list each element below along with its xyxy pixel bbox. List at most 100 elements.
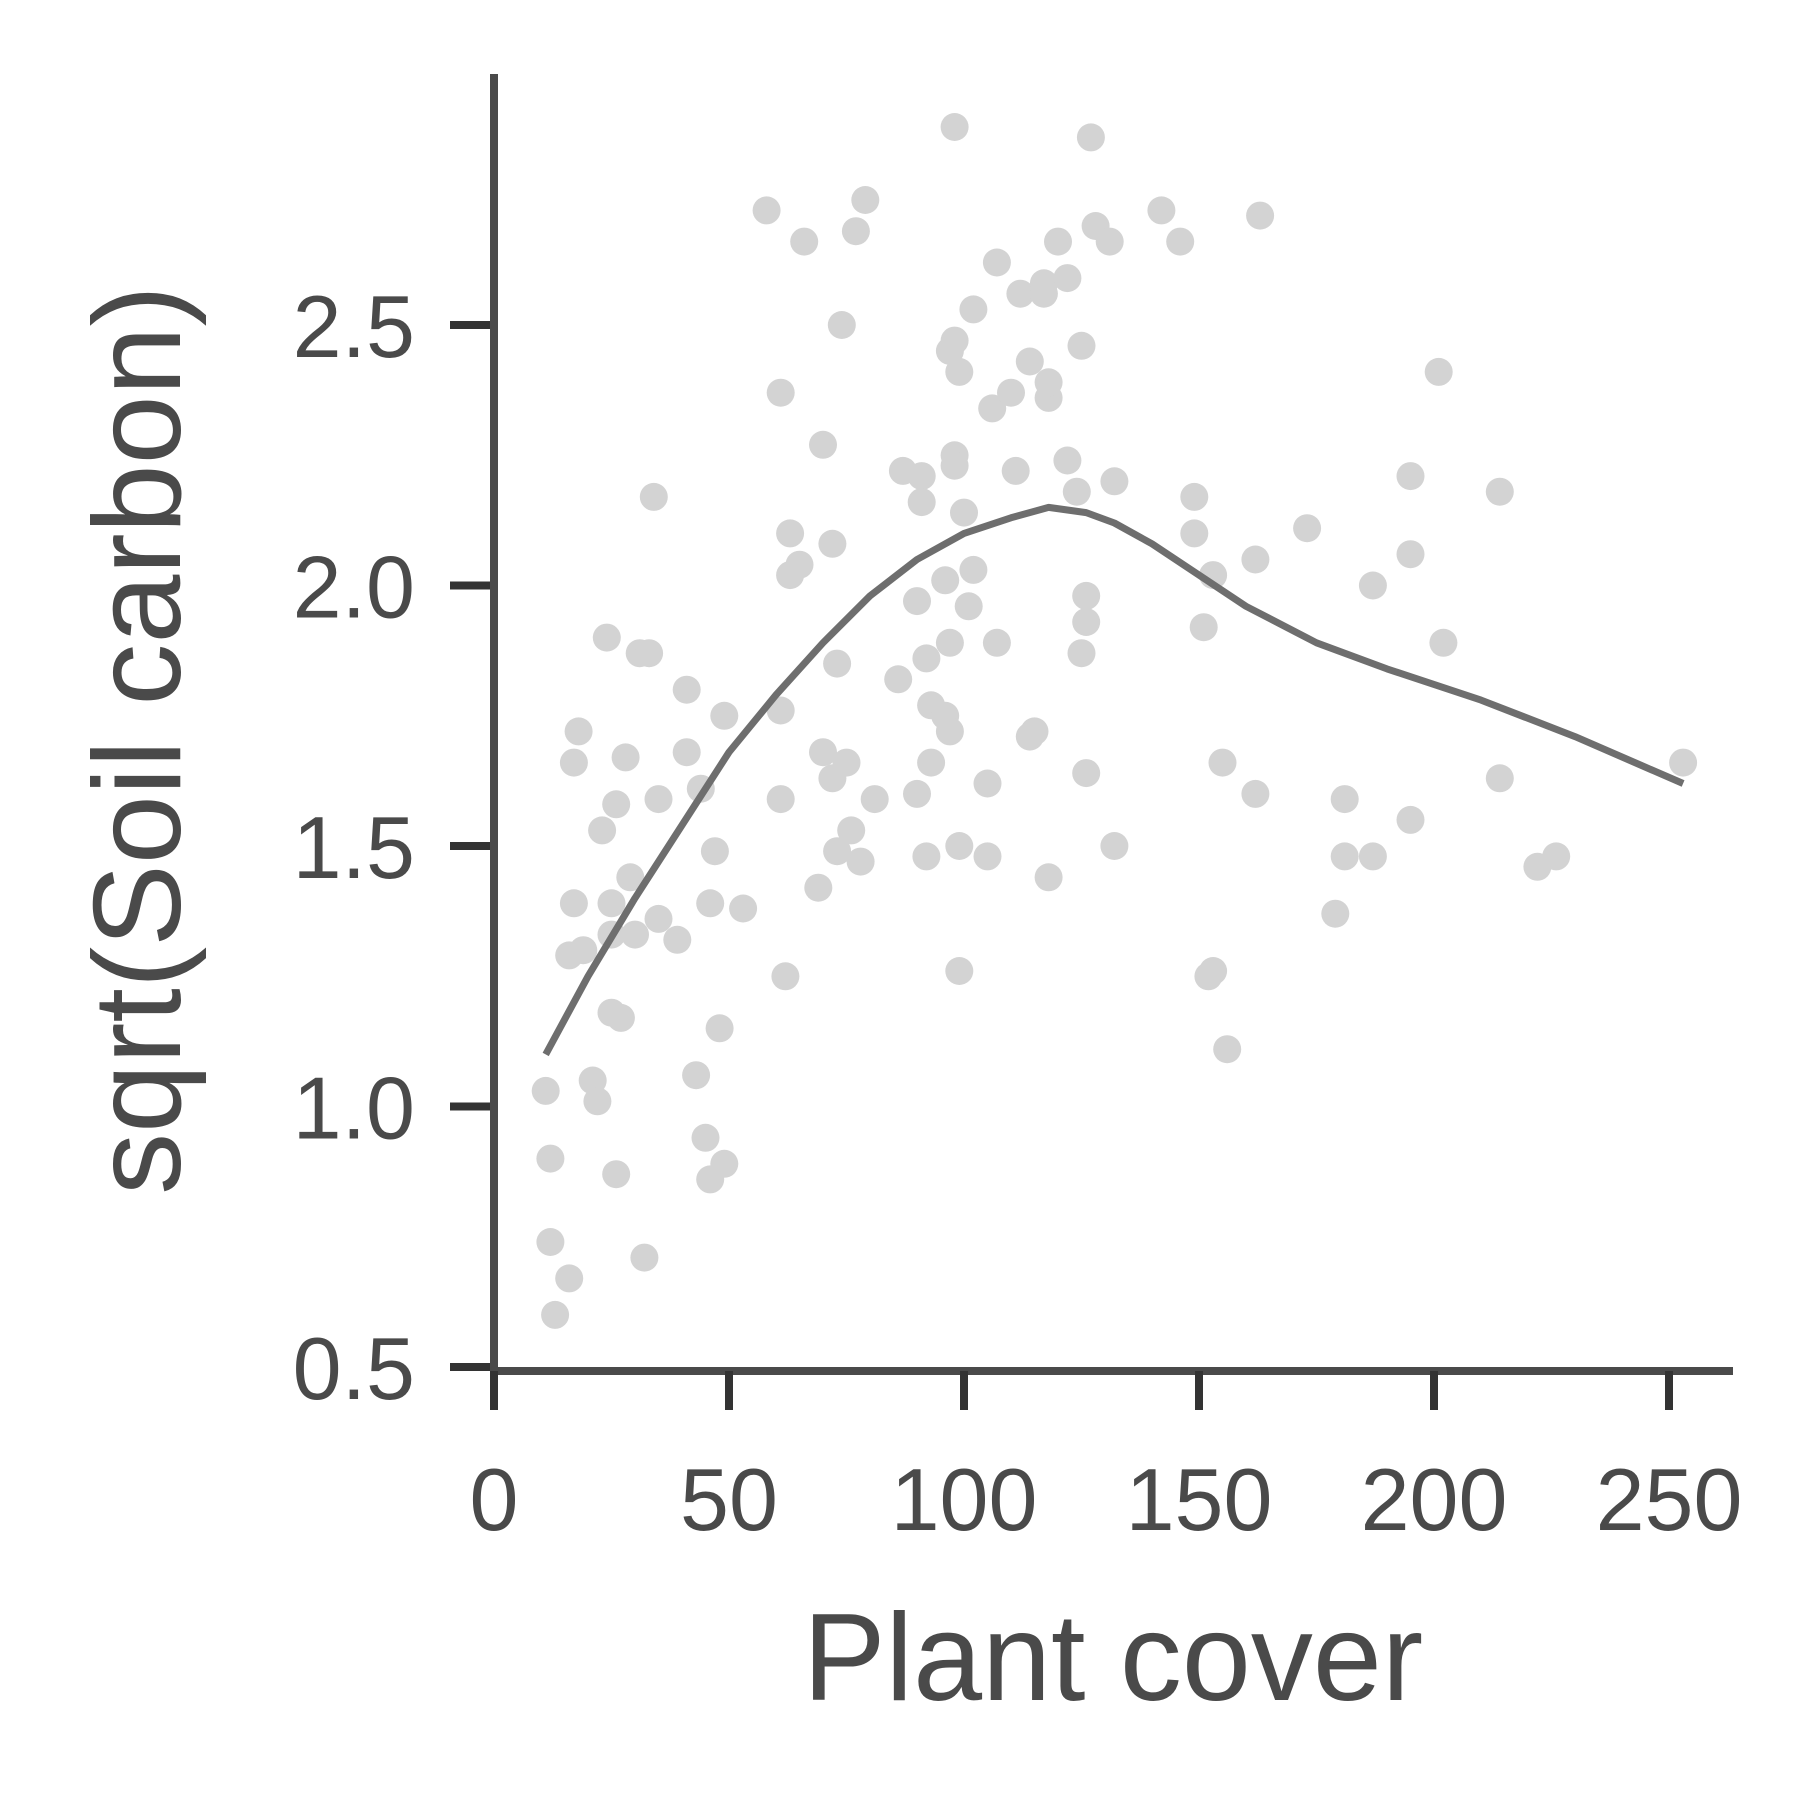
data-point-41 — [729, 894, 758, 923]
data-point-78 — [935, 628, 964, 657]
data-point-123 — [1180, 482, 1209, 511]
data-point-74 — [917, 748, 946, 777]
data-point-128 — [1199, 957, 1228, 985]
data-point-0 — [531, 1076, 560, 1105]
data-point-93 — [973, 842, 1002, 871]
y-tick-label-2.5: 2.5 — [293, 277, 415, 376]
data-point-141 — [1396, 805, 1425, 834]
data-point-68 — [907, 462, 936, 491]
data-point-70 — [907, 488, 936, 517]
data-point-30 — [672, 738, 701, 767]
data-point-83 — [940, 451, 969, 480]
data-point-12 — [583, 1087, 612, 1116]
data-point-28 — [644, 785, 673, 814]
data-point-57 — [823, 837, 852, 866]
data-point-88 — [954, 592, 983, 621]
x-tick-label-150: 150 — [1126, 1450, 1273, 1549]
data-point-109 — [1053, 264, 1082, 293]
data-point-85 — [945, 832, 974, 860]
data-point-110 — [1062, 477, 1091, 506]
data-point-9 — [569, 936, 598, 965]
data-point-36 — [696, 889, 725, 918]
data-point-72 — [912, 842, 941, 871]
data-point-24 — [630, 1243, 659, 1272]
data-point-59 — [832, 748, 861, 777]
data-point-94 — [982, 628, 1011, 657]
data-point-25 — [635, 639, 664, 668]
data-point-43 — [766, 378, 795, 407]
x-tick-label-100: 100 — [891, 1450, 1038, 1549]
data-point-101 — [1020, 717, 1049, 746]
data-point-22 — [621, 920, 649, 949]
y-tick-label-1.0: 1.0 — [293, 1059, 415, 1158]
data-point-105 — [1034, 368, 1063, 397]
data-point-96 — [997, 378, 1025, 407]
data-point-65 — [884, 665, 913, 694]
data-point-20 — [611, 743, 640, 772]
data-point-55 — [818, 529, 847, 558]
data-point-52 — [809, 430, 837, 459]
data-point-139 — [1358, 842, 1387, 871]
data-point-113 — [1072, 581, 1101, 610]
data-point-118 — [1095, 227, 1124, 256]
y-axis-ticks: 0.5 1.0 1.5 2.0 2.5 — [293, 277, 490, 1418]
x-tick-label-250: 250 — [1596, 1450, 1743, 1549]
data-point-125 — [1189, 613, 1218, 642]
data-point-31 — [672, 675, 701, 704]
data-point-62 — [846, 847, 875, 876]
data-point-27 — [644, 904, 673, 933]
data-point-42 — [752, 196, 781, 225]
data-point-37 — [700, 837, 729, 866]
data-point-132 — [1241, 779, 1270, 808]
data-point-97 — [1001, 456, 1030, 485]
data-point-48 — [776, 519, 805, 548]
data-point-145 — [1485, 477, 1514, 506]
data-point-4 — [555, 1264, 584, 1293]
data-points — [531, 113, 1698, 1329]
data-point-107 — [1044, 227, 1072, 256]
data-point-103 — [1029, 269, 1058, 298]
data-point-11 — [588, 816, 617, 845]
data-point-34 — [691, 1123, 720, 1152]
data-point-26 — [639, 482, 668, 511]
data-point-115 — [1072, 759, 1101, 788]
data-point-32 — [682, 1061, 711, 1090]
data-point-112 — [1067, 331, 1096, 360]
data-point-136 — [1330, 842, 1359, 871]
data-point-133 — [1246, 201, 1275, 230]
data-point-91 — [973, 769, 1002, 798]
data-point-56 — [823, 649, 852, 678]
data-point-124 — [1180, 519, 1209, 548]
data-point-39 — [710, 1149, 739, 1178]
data-point-148 — [1542, 842, 1571, 871]
data-point-146 — [1485, 764, 1514, 793]
data-point-61 — [841, 217, 870, 246]
data-point-108 — [1053, 446, 1082, 475]
data-point-134 — [1293, 514, 1322, 543]
data-point-5 — [559, 748, 588, 777]
data-point-58 — [827, 311, 856, 339]
data-point-84 — [945, 357, 974, 386]
data-point-86 — [945, 957, 974, 985]
data-point-121 — [1147, 196, 1176, 225]
data-point-135 — [1321, 899, 1350, 928]
data-point-149 — [1669, 748, 1698, 777]
data-point-63 — [851, 186, 880, 214]
y-tick-label-2.0: 2.0 — [293, 538, 415, 637]
data-point-99 — [1015, 347, 1044, 376]
x-tick-label-0: 0 — [470, 1450, 519, 1549]
data-point-13 — [592, 623, 621, 652]
data-point-95 — [982, 248, 1011, 277]
data-point-130 — [1213, 1035, 1242, 1064]
data-point-1 — [536, 1228, 565, 1256]
data-point-77 — [935, 717, 964, 746]
data-point-3 — [541, 1300, 570, 1329]
data-point-89 — [959, 555, 988, 584]
data-point-6 — [559, 889, 588, 918]
data-point-116 — [1076, 123, 1105, 152]
data-point-80 — [940, 113, 969, 141]
data-point-138 — [1358, 571, 1387, 600]
x-tick-label-50: 50 — [680, 1450, 778, 1549]
data-point-21 — [616, 863, 645, 892]
data-point-142 — [1396, 540, 1425, 569]
